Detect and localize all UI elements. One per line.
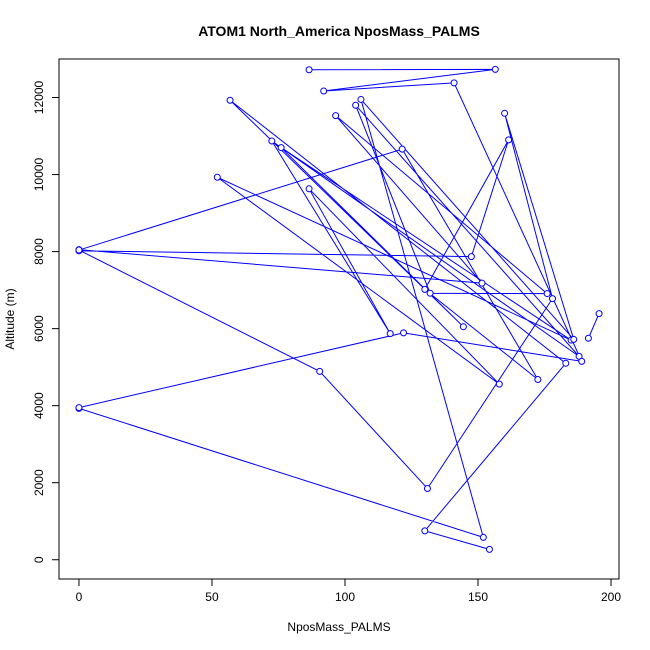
series-line xyxy=(587,313,600,339)
y-axis: 0 2000 4000 6000 8000 10000 12000 xyxy=(32,81,60,563)
data-point xyxy=(421,527,429,535)
data-point xyxy=(320,87,328,95)
y-tick-label: 6000 xyxy=(32,315,46,342)
data-point xyxy=(421,285,429,293)
data-point xyxy=(75,404,83,412)
data-point xyxy=(570,335,578,343)
y-tick-label: 4000 xyxy=(32,392,46,419)
y-tick-label: 2000 xyxy=(32,469,46,496)
data-point xyxy=(426,289,434,297)
data-point xyxy=(548,295,556,303)
data-point xyxy=(485,545,493,553)
y-tick-label: 12000 xyxy=(32,81,46,115)
plot-frame xyxy=(58,58,620,580)
data-point xyxy=(501,109,509,117)
data-point xyxy=(332,112,340,120)
data-point xyxy=(534,375,542,383)
data-point xyxy=(277,144,285,152)
data-point xyxy=(226,96,234,104)
data-point xyxy=(305,66,313,74)
x-tick-label: 50 xyxy=(205,590,219,604)
data-point xyxy=(459,323,467,331)
data-point xyxy=(595,310,603,318)
data-point xyxy=(491,65,499,73)
data-point xyxy=(352,101,360,109)
chart-title: ATOM1 North_America NposMass_PALMS xyxy=(198,23,480,39)
data-point xyxy=(268,137,276,145)
x-tick-label: 100 xyxy=(335,590,355,604)
x-axis: 0 50 100 150 200 xyxy=(76,578,621,604)
data-point xyxy=(398,145,406,153)
series-lines xyxy=(77,68,600,550)
data-point xyxy=(578,357,586,365)
data-point xyxy=(400,329,408,337)
y-axis-label: Altitude (m) xyxy=(3,288,17,349)
y-tick-label: 10000 xyxy=(32,158,46,192)
y-tick-label: 0 xyxy=(32,556,46,563)
data-point xyxy=(562,359,570,367)
data-point xyxy=(75,246,83,254)
data-point xyxy=(213,173,221,181)
y-tick-label: 8000 xyxy=(32,238,46,265)
data-point xyxy=(423,484,431,492)
data-point xyxy=(478,279,486,287)
data-point xyxy=(505,136,513,144)
x-tick-label: 0 xyxy=(76,590,83,604)
data-point xyxy=(316,367,324,375)
x-tick-label: 200 xyxy=(601,590,621,604)
data-point xyxy=(450,79,458,87)
data-point xyxy=(543,290,551,298)
data-point xyxy=(495,380,503,388)
data-point xyxy=(479,533,487,541)
data-point xyxy=(386,330,394,338)
x-tick-label: 150 xyxy=(468,590,488,604)
series-points xyxy=(75,65,603,553)
data-point xyxy=(467,253,475,261)
data-point xyxy=(584,334,592,342)
data-point xyxy=(357,95,365,103)
data-point xyxy=(305,185,313,193)
x-axis-label: NposMass_PALMS xyxy=(287,620,390,634)
